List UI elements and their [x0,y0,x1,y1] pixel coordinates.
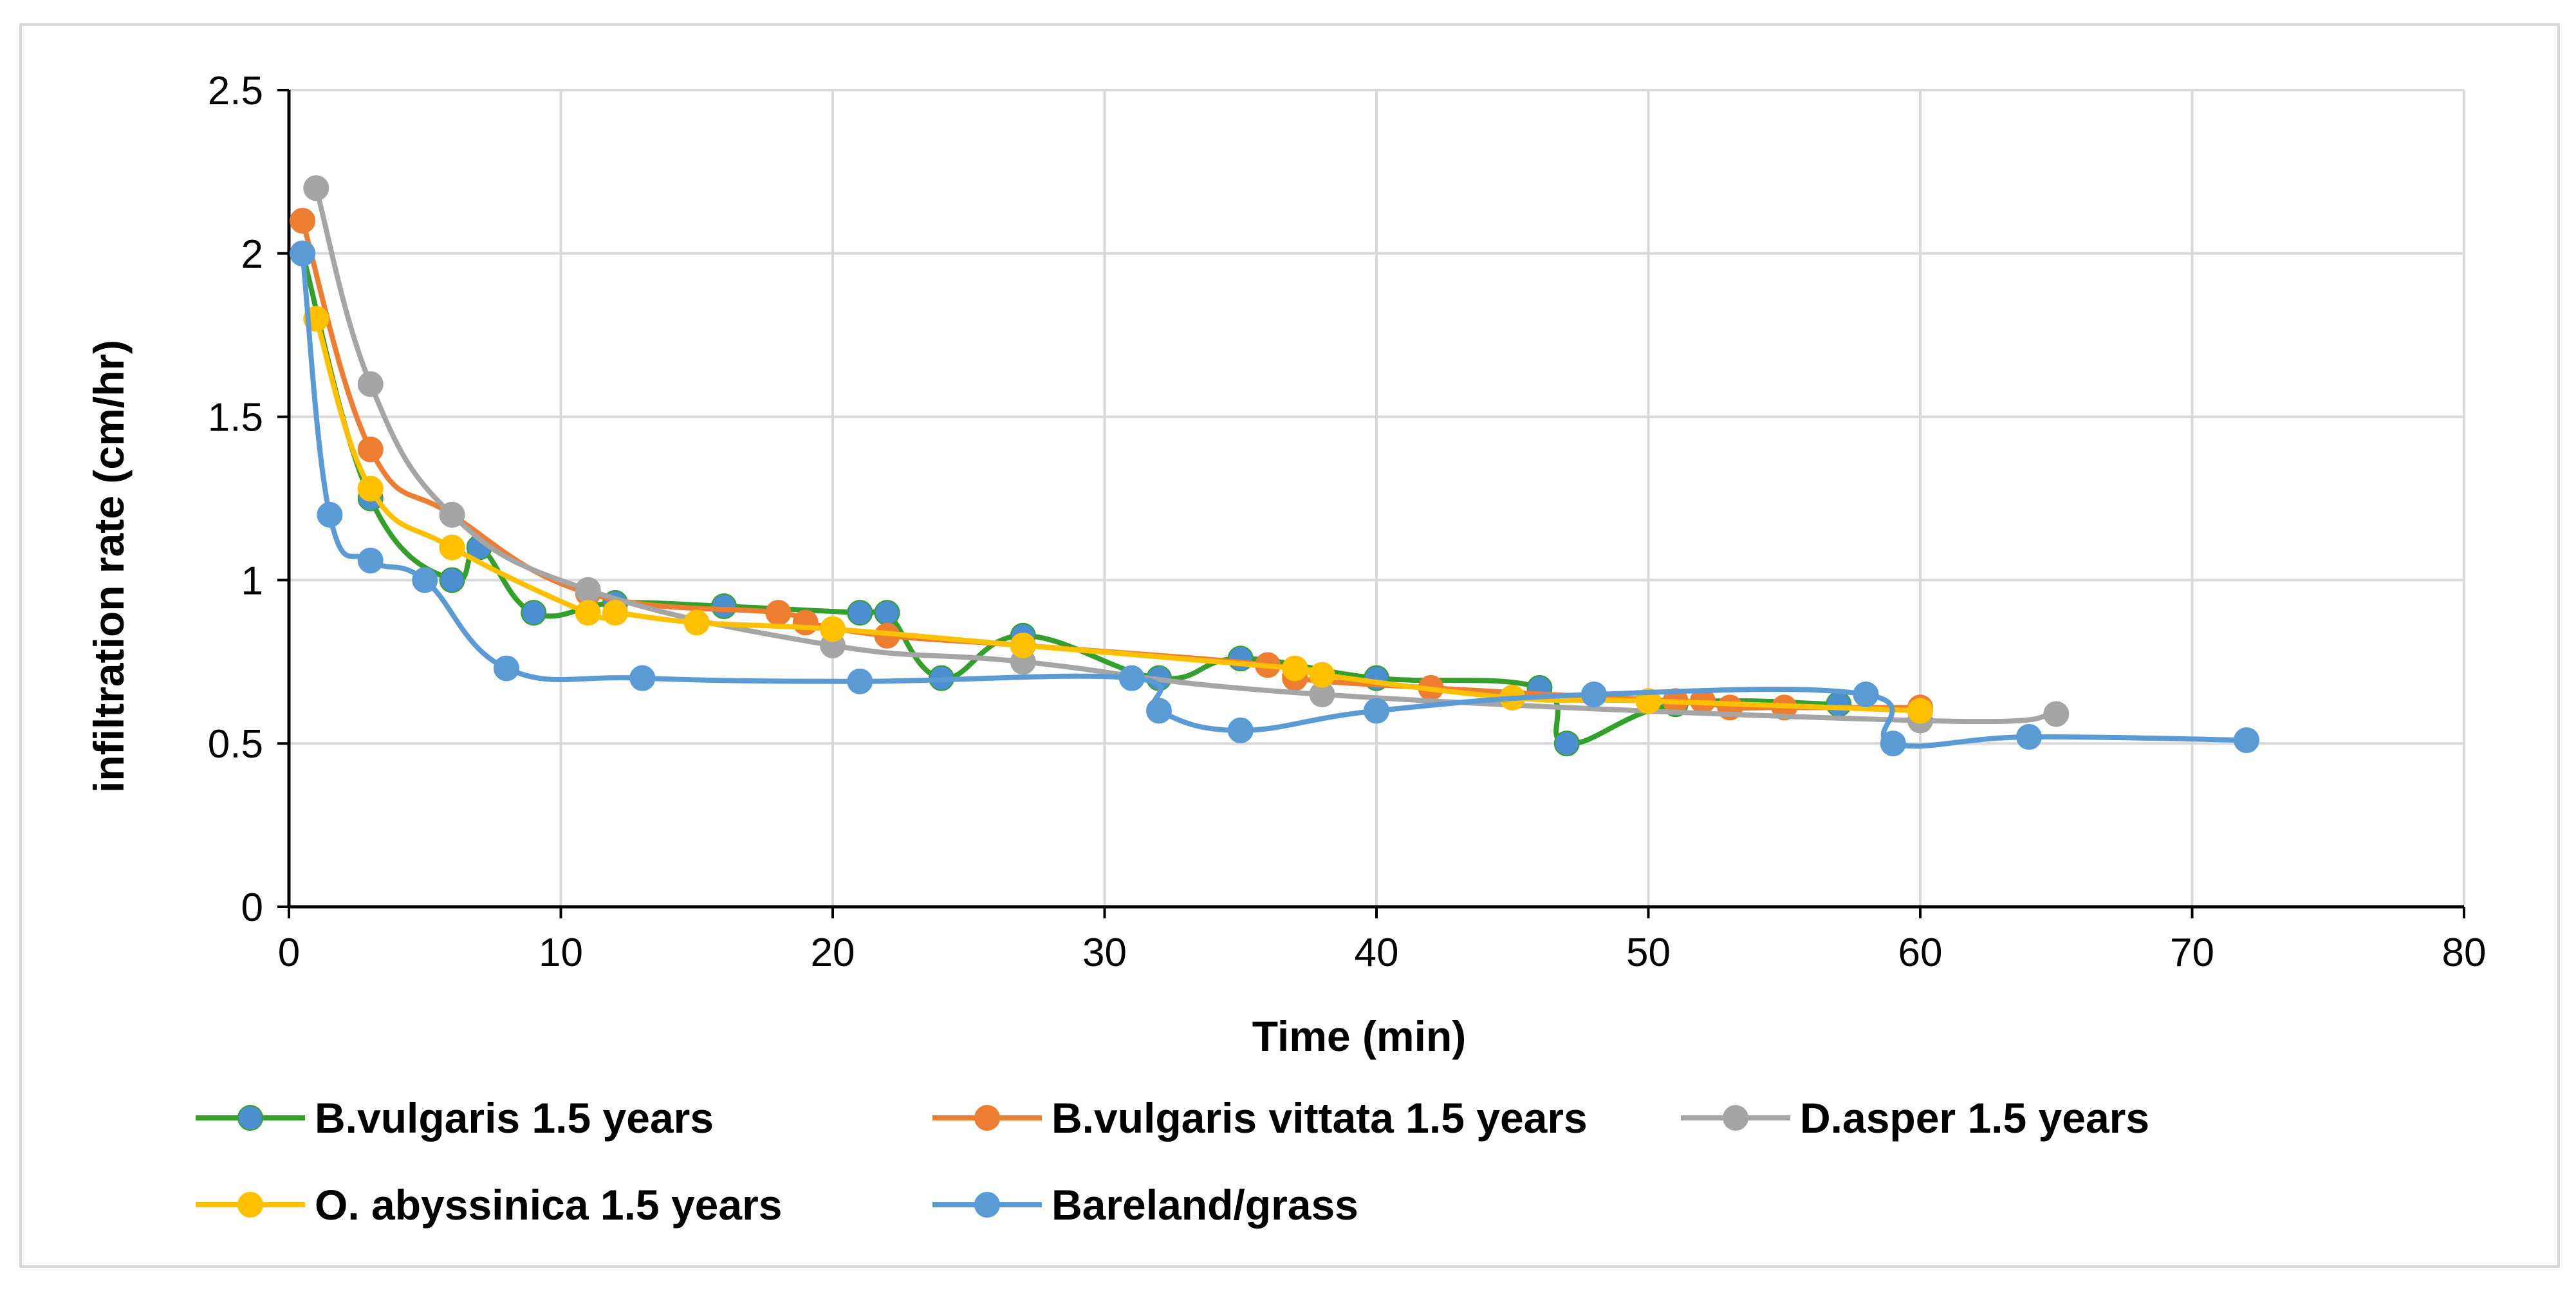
data-point [847,600,873,626]
legend-swatch-marker [237,1105,263,1131]
y-tick-label: 1.5 [208,396,263,440]
legend-swatch-marker [1723,1105,1748,1131]
series-line [313,185,2059,725]
x-tick-label: 0 [278,931,300,975]
data-point [1227,717,1254,743]
series-line [300,218,1923,711]
data-point [1282,655,1308,682]
data-point [1364,698,1389,724]
data-point [1907,698,1933,724]
data-point [1010,632,1036,658]
data-point [357,436,384,463]
y-tick-label: 0.5 [208,722,263,766]
series-line [300,250,1842,747]
data-point [439,534,465,561]
data-point [792,609,819,636]
data-point [1826,691,1852,718]
tick-labels: 0 10 20 30 40 50 60 70 80 0 0.5 1 1.5 2 2.5 [208,69,2487,975]
data-point [2234,727,2259,754]
data-series [290,175,2259,757]
data-point [494,655,519,682]
data-point [2043,701,2070,727]
data-point [317,501,343,528]
x-tick-label: 80 [2442,931,2487,975]
data-point [357,371,384,397]
legend-item: D.asper 1.5 years [1681,1094,2149,1142]
legend-item: Bareland/grass [932,1181,1358,1229]
y-axis-title: infiltration rate (cm/hr) [85,340,133,793]
data-point [357,476,384,502]
x-tick-label: 30 [1082,931,1127,975]
data-point [847,668,873,694]
legend-swatch-marker [237,1192,263,1218]
data-point [1853,682,1879,708]
x-tick-label: 50 [1626,931,1671,975]
x-tick-label: 10 [539,931,583,975]
legend-item: B.vulgaris vittata 1.5 years [932,1094,1588,1142]
x-tick-label: 60 [1898,931,1943,975]
data-point [820,616,846,642]
legend: B.vulgaris 1.5 years B.vulgaris vittata 1… [196,1094,2149,1229]
series-4 [290,240,2259,757]
data-point [575,577,601,603]
data-point [683,609,710,636]
legend-label: Bareland/grass [1052,1181,1358,1229]
legend-label: B.vulgaris 1.5 years [315,1094,714,1142]
data-point [290,240,316,266]
data-point [439,501,465,528]
legend-item: B.vulgaris 1.5 years [196,1094,714,1142]
legend-swatch-marker [974,1192,1000,1218]
data-point [629,665,656,691]
infiltration-line-chart: 0 10 20 30 40 50 60 70 80 0 0.5 1 1.5 2 2.5 Time (min)… [85,69,2487,1229]
legend-label: O. abyssinica 1.5 years [315,1181,782,1229]
y-tick-label: 2.5 [208,69,263,113]
data-point [1880,730,1906,757]
y-tick-label: 1 [241,559,263,603]
axes [277,89,2465,918]
data-point [874,600,900,626]
y-tick-label: 2 [241,232,263,277]
data-point [1227,646,1254,672]
series-2 [303,175,2070,734]
data-point [439,567,465,593]
x-tick-label: 40 [1355,931,1399,975]
legend-label: B.vulgaris vittata 1.5 years [1052,1094,1588,1142]
series-line [300,250,2249,749]
legend-swatch-marker [974,1105,1000,1131]
data-point [1581,682,1607,708]
series-1 [290,208,1933,721]
y-tick-label: 0 [241,886,263,930]
data-point [602,600,628,626]
data-point [412,567,438,593]
data-point [575,600,601,626]
legend-item: O. abyssinica 1.5 years [196,1181,782,1229]
data-point [2016,724,2042,750]
data-point [1146,698,1172,724]
chart-frame: 0 10 20 30 40 50 60 70 80 0 0.5 1 1.5 2 2.5 Time (min)… [19,23,2560,1268]
x-tick-label: 70 [2170,931,2214,975]
x-axis-title: Time (min) [1252,1012,1466,1060]
series-3 [303,306,1933,724]
series-line [313,316,1923,714]
data-point [1553,730,1580,757]
gridlines [289,89,2465,907]
data-point [357,547,384,573]
data-point [521,600,547,626]
data-point [1118,665,1145,691]
data-point [303,175,329,201]
legend-label: D.asper 1.5 years [1800,1094,2149,1142]
data-point [290,208,316,234]
data-point [711,593,737,620]
data-point [765,600,792,626]
data-point [1309,662,1335,688]
x-tick-label: 20 [811,931,855,975]
